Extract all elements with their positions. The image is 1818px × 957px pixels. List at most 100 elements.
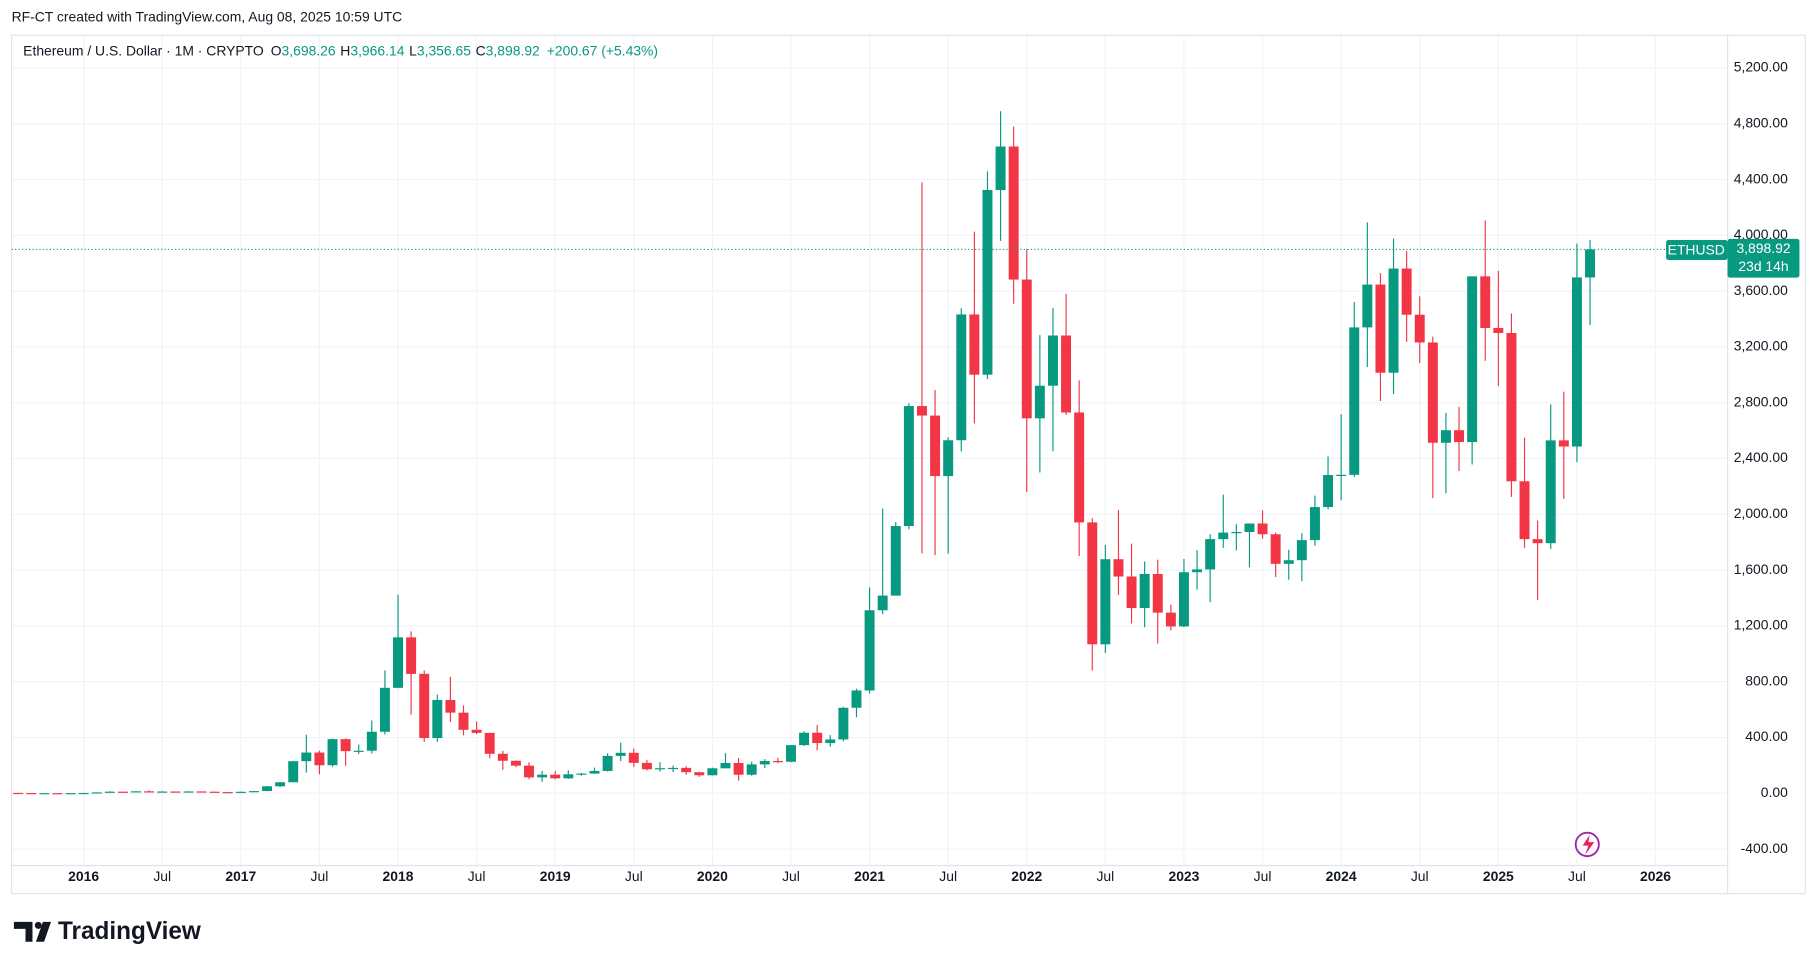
body <box>903 406 914 527</box>
body <box>432 699 443 739</box>
body <box>550 774 561 779</box>
body <box>1414 314 1425 343</box>
body <box>628 752 639 763</box>
body <box>248 791 259 793</box>
body <box>786 745 796 762</box>
body <box>157 791 168 793</box>
body <box>222 792 233 794</box>
body <box>458 712 469 730</box>
body <box>1257 523 1268 535</box>
y-tick-label: 400.00 <box>1745 728 1788 744</box>
body <box>943 440 954 477</box>
x-tick-label: 2026 <box>1640 868 1671 884</box>
body <box>681 767 692 773</box>
body <box>484 732 495 754</box>
body <box>1532 539 1543 544</box>
symbol: Ethereum / U.S. Dollar · 1M · CRYPTO <box>23 42 264 58</box>
body <box>877 595 888 611</box>
body <box>196 791 207 793</box>
body <box>589 770 600 774</box>
body <box>1205 539 1216 570</box>
ohlc-key: L <box>409 42 417 58</box>
attribution: RF-CT created with TradingView.com, Aug … <box>12 8 403 24</box>
ohlc-key: C <box>476 42 486 58</box>
x-tick-label: 2016 <box>68 868 99 884</box>
body <box>301 752 312 762</box>
y-tick-label: 5,200.00 <box>1734 59 1788 75</box>
body <box>1178 572 1189 627</box>
body <box>1270 534 1281 564</box>
body <box>91 792 102 794</box>
body <box>772 761 783 763</box>
x-tick-label: Jul <box>939 868 957 884</box>
body <box>707 768 718 776</box>
body <box>262 786 273 792</box>
body <box>1296 540 1307 561</box>
ohlc-value: 3,966.14 <box>350 42 404 58</box>
body <box>1074 412 1085 523</box>
body <box>39 793 50 795</box>
body <box>1519 481 1530 540</box>
x-tick-label: Jul <box>1254 868 1272 884</box>
body <box>1493 327 1504 333</box>
body <box>1388 268 1399 373</box>
body <box>1231 532 1242 534</box>
body <box>602 755 613 771</box>
ohlc-value: 3,698.26 <box>282 42 336 58</box>
change: +200.67 (+5.43%) <box>547 42 658 58</box>
body <box>982 190 993 375</box>
candles <box>13 111 1596 795</box>
x-tick-label: Jul <box>468 868 486 884</box>
body <box>340 739 351 752</box>
ohlc-key: H <box>340 42 350 58</box>
body <box>1165 612 1176 627</box>
y-tick-label: 4,400.00 <box>1734 170 1788 186</box>
body <box>1506 332 1517 482</box>
x-tick-label: 2025 <box>1483 868 1514 884</box>
body <box>65 793 76 795</box>
body <box>1309 507 1320 541</box>
body <box>314 752 325 766</box>
body <box>170 791 181 793</box>
body <box>1467 276 1478 443</box>
body <box>733 763 744 775</box>
body <box>78 792 89 795</box>
body <box>497 753 508 761</box>
body <box>956 314 967 441</box>
x-tick-label: 2018 <box>383 868 414 884</box>
body <box>510 760 521 766</box>
body <box>1375 284 1386 373</box>
ohlc-key: O <box>271 42 282 58</box>
body <box>641 762 652 770</box>
body <box>209 791 220 793</box>
x-tick-label: 2017 <box>225 868 256 884</box>
y-tick-label: 2,800.00 <box>1734 393 1788 409</box>
body <box>615 752 626 756</box>
body <box>563 774 574 779</box>
ohlc-value: 3,356.65 <box>417 42 471 58</box>
body <box>1021 279 1032 419</box>
ohlc: O3,698.26 H3,966.14 L3,356.65 C3,898.92 <box>271 42 540 58</box>
watermark-icon <box>1574 831 1600 858</box>
price-badge <box>1727 238 1800 278</box>
body <box>117 791 128 793</box>
body <box>1571 277 1582 447</box>
body <box>799 732 810 746</box>
body <box>327 739 338 766</box>
x-tick-label: 2022 <box>1011 868 1042 884</box>
x-tick-label: 2019 <box>540 868 571 884</box>
body <box>406 637 417 674</box>
x-tick-label: Jul <box>1568 868 1586 884</box>
ticker-label: ETHUSD <box>1668 241 1725 257</box>
body <box>1192 569 1203 573</box>
body <box>812 732 823 744</box>
body <box>1139 574 1150 609</box>
body <box>1087 522 1098 645</box>
body <box>1349 327 1360 475</box>
body <box>235 791 246 793</box>
body <box>1545 440 1556 544</box>
body <box>1427 342 1438 443</box>
y-tick-label: 4,800.00 <box>1734 114 1788 130</box>
